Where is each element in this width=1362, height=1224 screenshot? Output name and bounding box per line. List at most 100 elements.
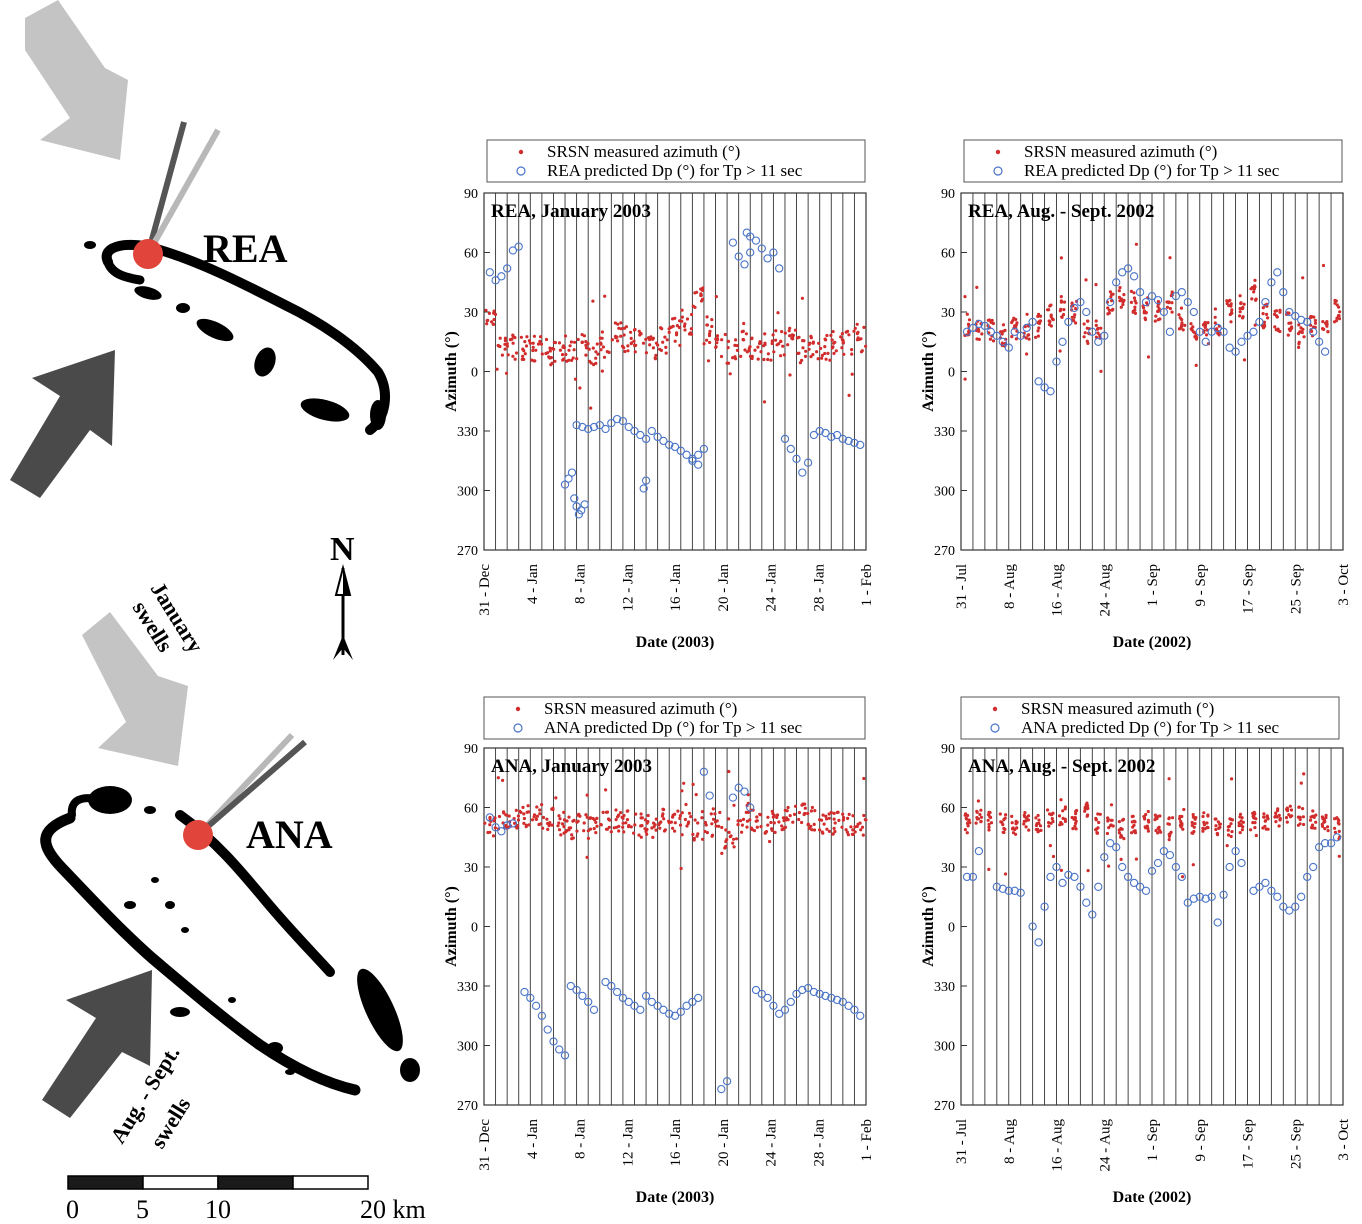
- measured-point: [708, 332, 712, 336]
- measured-point: [989, 815, 993, 820]
- measured-point: [853, 830, 857, 834]
- predicted-point: [1243, 331, 1252, 340]
- predicted-point: [1314, 843, 1324, 852]
- predicted-point: [647, 997, 656, 1007]
- predicted-point: [1112, 843, 1121, 852]
- measured-point: [538, 339, 542, 343]
- measured-point: [1038, 319, 1042, 323]
- predicted-point: [734, 783, 743, 792]
- measured-point: [1003, 827, 1007, 832]
- measured-point: [786, 343, 790, 347]
- measured-point: [599, 348, 603, 352]
- predicted-point: [769, 248, 778, 257]
- predicted-point: [1183, 898, 1192, 907]
- measured-point: [786, 818, 790, 822]
- y-tick-label: 330: [934, 425, 955, 440]
- measured-point: [678, 814, 683, 818]
- measured-point: [829, 810, 833, 815]
- predicted-point: [1147, 866, 1157, 876]
- predicted-point: [803, 458, 813, 467]
- measured-point: [1289, 808, 1294, 812]
- measured-point: [680, 789, 684, 793]
- measured-point: [682, 781, 686, 785]
- measured-point: [1229, 834, 1233, 839]
- measured-point: [752, 829, 757, 833]
- measured-point: [495, 367, 499, 371]
- measured-point: [680, 315, 685, 319]
- measured-point: [1073, 824, 1077, 828]
- measured-point: [578, 386, 582, 390]
- y-tick-label: 30: [464, 861, 478, 876]
- measured-point: [780, 330, 784, 334]
- measured-point: [632, 328, 637, 332]
- y-tick-label: 60: [464, 247, 478, 262]
- measured-point: [725, 361, 729, 365]
- x-tick-label: 25 - Sep: [1288, 1119, 1304, 1169]
- predicted-point: [728, 238, 738, 247]
- measured-point: [604, 788, 608, 792]
- measured-point: [1251, 821, 1255, 825]
- measured-point: [1134, 301, 1138, 305]
- measured-point: [1285, 807, 1289, 812]
- predicted-point: [1004, 886, 1013, 895]
- measured-point: [806, 811, 810, 816]
- measured-point: [552, 340, 557, 344]
- ana-direction-spike-dark: [196, 739, 307, 838]
- predicted-point: [1129, 878, 1139, 888]
- measured-point: [556, 824, 560, 828]
- measured-point: [821, 813, 825, 817]
- measured-point: [654, 817, 658, 821]
- measured-point: [1181, 328, 1185, 332]
- measured-point: [1106, 306, 1110, 310]
- rea-direction-spike-light: [145, 128, 221, 256]
- predicted-point: [775, 1009, 784, 1018]
- x-axis-title: Date (2003): [636, 1189, 715, 1206]
- measured-point: [1238, 812, 1243, 816]
- chart-title: ANA, January 2003: [491, 756, 652, 777]
- measured-point: [820, 830, 824, 834]
- predicted-point: [1213, 323, 1222, 333]
- chart-ana_jan: SRSN measured azimuth (°)ANA predicted D…: [443, 696, 875, 1206]
- predicted-point: [838, 997, 847, 1007]
- measured-point: [1120, 299, 1124, 303]
- x-tick-label: 31 - Dec: [477, 1119, 493, 1171]
- measured-point: [1274, 811, 1278, 815]
- measured-point: [1001, 823, 1005, 827]
- measured-point: [619, 334, 623, 338]
- measured-point: [1170, 310, 1174, 314]
- measured-point: [1143, 817, 1147, 821]
- measured-point: [1276, 807, 1280, 811]
- measured-point: [680, 811, 684, 815]
- measured-point: [720, 338, 724, 342]
- predicted-point: [578, 991, 587, 1001]
- measured-point: [705, 338, 709, 342]
- predicted-point: [821, 991, 830, 1001]
- measured-point: [1261, 312, 1265, 316]
- measured-point: [1074, 812, 1078, 816]
- measured-point: [486, 318, 490, 322]
- measured-point: [486, 830, 490, 835]
- measured-point: [739, 354, 743, 358]
- measured-point: [586, 829, 590, 833]
- measured-point: [1084, 278, 1088, 282]
- predicted-point: [786, 444, 795, 454]
- measured-point: [788, 326, 792, 330]
- measured-point: [1320, 824, 1325, 828]
- predicted-point: [992, 331, 1001, 340]
- predicted-point: [815, 989, 824, 999]
- measured-point: [785, 809, 789, 813]
- y-tick-label: 90: [464, 742, 478, 757]
- measured-point: [1014, 822, 1018, 826]
- measured-point: [1274, 309, 1279, 313]
- measured-point: [830, 338, 834, 342]
- measured-point: [548, 822, 552, 827]
- measured-point: [1074, 321, 1078, 325]
- measured-point: [524, 823, 529, 827]
- measured-point: [1082, 335, 1086, 339]
- measured-point: [594, 350, 598, 354]
- measured-point: [841, 818, 846, 822]
- measured-point: [717, 824, 721, 828]
- measured-point: [1083, 805, 1087, 810]
- predicted-point: [641, 476, 651, 485]
- measured-point: [1301, 807, 1305, 811]
